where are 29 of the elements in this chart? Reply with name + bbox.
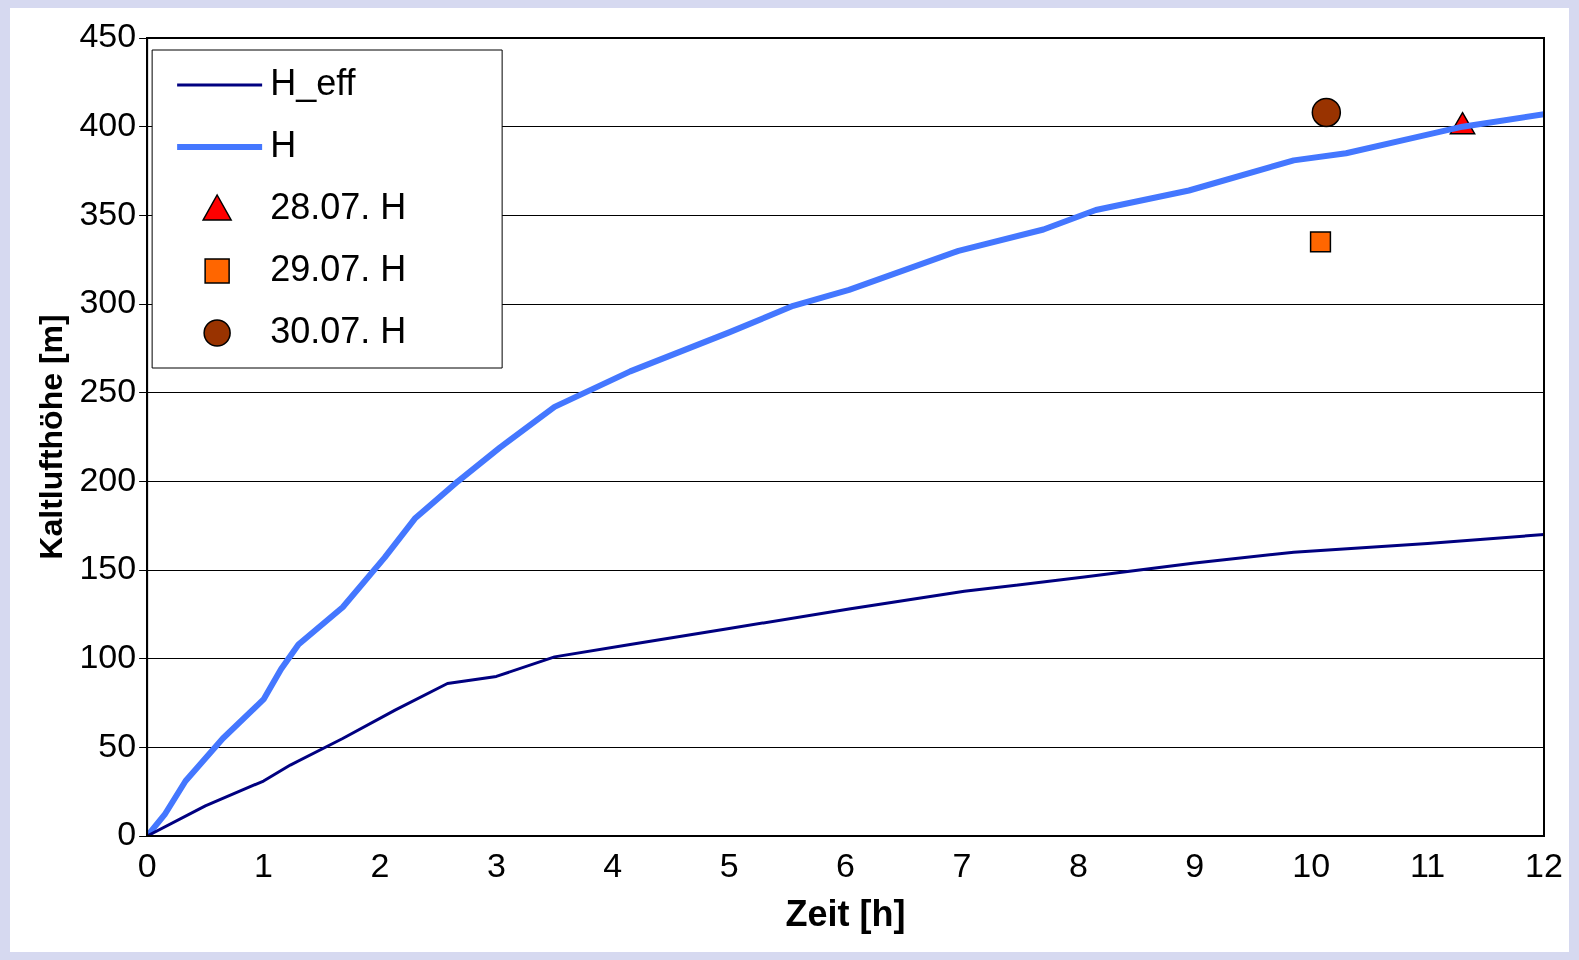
x-tick-label: 7 [952,845,972,884]
y-tick-label: 350 [79,193,137,232]
x-axis-title: Zeit [h] [785,893,906,935]
y-tick-label: 400 [79,105,137,144]
x-tick-label: 2 [370,845,390,884]
x-tick-label: 10 [1292,845,1331,884]
x-tick-label: 8 [1068,845,1088,884]
y-tick-label: 300 [79,282,137,321]
y-tick-label: 0 [117,814,137,853]
legend-label: 30.07. H [270,309,407,351]
x-tick-label: 12 [1525,845,1563,884]
x-tick-label: 3 [486,845,506,884]
x-tick-label: 4 [603,845,623,884]
x-tick-label: 11 [1409,845,1446,884]
legend-label: 28.07. H [270,185,407,227]
x-tick-label: 5 [719,845,739,884]
y-axis-title: Kaltlufthöhe [m] [33,314,70,560]
y-tick-label: 50 [98,725,137,764]
x-tick-label: 9 [1185,845,1205,884]
x-tick-label: 1 [254,845,273,884]
y-tick-label: 100 [79,637,137,676]
y-tick-label: 200 [79,459,137,498]
legend-label: H [270,123,297,165]
y-tick-label: 450 [79,16,137,55]
legend-label: H_eff [270,61,357,103]
x-tick-label: 6 [836,845,856,884]
y-tick-label: 250 [79,371,137,410]
legend-label: 29.07. H [270,247,407,289]
y-tick-label: 150 [79,548,137,587]
